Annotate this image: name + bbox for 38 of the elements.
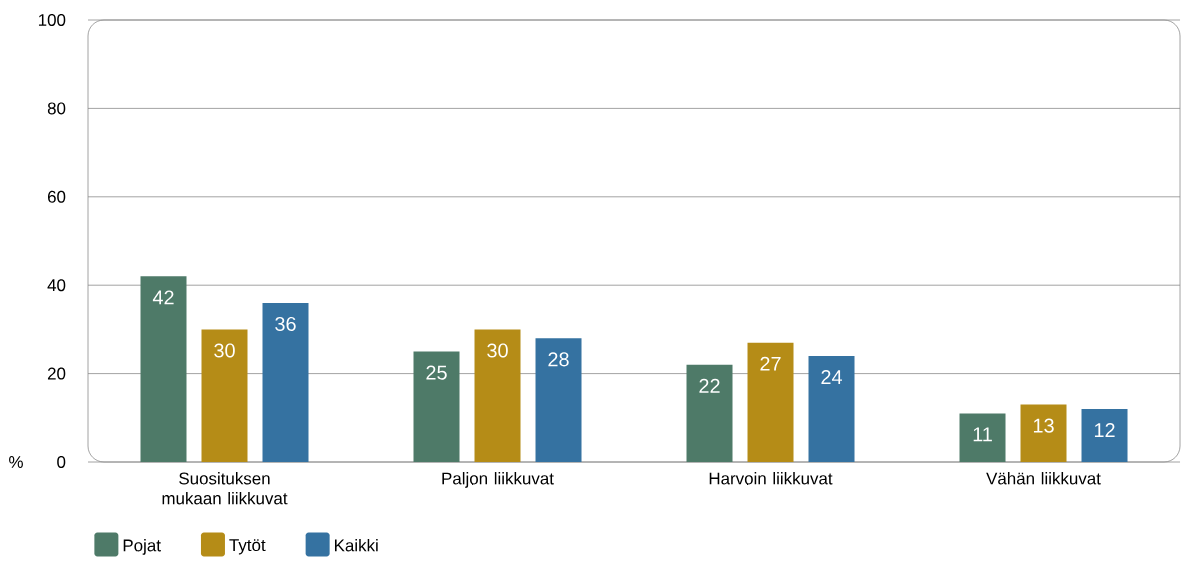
data-label: 13 [1033,418,1054,433]
bar [686,364,733,462]
bar [140,276,187,462]
y-axis-title: % [9,456,23,468]
y-tick-label: 80 [47,102,66,115]
x-tick-label: Harvoin liikkuvat [709,472,833,485]
bar [413,351,460,462]
data-label: 25 [426,365,447,380]
data-label: 36 [275,316,296,332]
data-label: 30 [487,343,508,358]
legend-label: Pojat [123,538,161,555]
y-tick-label: 60 [47,190,66,203]
bar [808,355,855,462]
y-tick-label: 0 [57,456,66,468]
bar [262,302,309,462]
y-tick-label: 40 [47,279,66,292]
data-label: 11 [973,427,992,442]
data-label: 22 [699,378,720,393]
bar [201,329,248,462]
x-tick-label: Vähän liikkuvat [986,472,1101,485]
data-label: 42 [152,290,174,305]
y-tick-label: 100 [38,14,66,26]
bar [747,342,794,462]
bar [1081,408,1128,462]
data-label: 28 [548,352,569,367]
legend-label: Kaikki [334,538,378,552]
data-label: 12 [1094,423,1115,437]
x-tick-label: Suosituksen mukaan liikkuvat [162,472,288,505]
bar [535,338,582,462]
data-label: 27 [760,356,781,371]
legend-label: Tytöt [229,539,266,555]
bar [1020,404,1067,462]
data-label: 24 [821,369,843,384]
data-label: 30 [214,343,235,358]
y-tick-label: 20 [47,367,66,380]
x-tick-label: Paljon liikkuvat [442,472,554,488]
bar [959,413,1006,462]
bar [474,329,521,462]
